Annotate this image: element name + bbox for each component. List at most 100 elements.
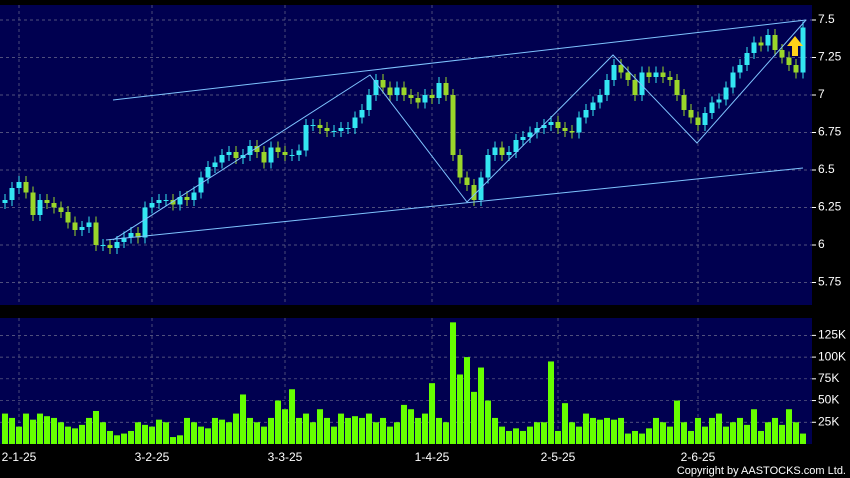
volume-bar [9,417,15,444]
candle-body [100,245,106,246]
candle-body [625,72,631,80]
volume-bar [569,422,575,444]
volume-bar [338,413,344,444]
volume-bar [275,400,281,444]
volume-bar [128,430,134,444]
volume-bar [744,424,750,444]
volume-bar [303,413,309,444]
volume-bar [93,410,99,444]
candle-body [16,182,22,188]
y-tick-label: 6.5 [818,162,835,176]
volume-bar [387,426,393,444]
volume-bar [268,417,274,444]
x-tick-label: 2-5-25 [541,450,576,464]
y-tick-label: 100K [818,349,846,363]
y-tick-label: 7.25 [818,50,842,64]
volume-bar [289,389,295,444]
candle-body [765,35,771,46]
candle-body [723,87,729,100]
candle-body [429,95,435,98]
volume-bar [737,417,743,444]
candle-body [695,117,701,125]
copyright: Copyright by AASTOCKS.com Ltd. [677,465,846,477]
candle-body [9,188,15,200]
volume-bar [527,426,533,444]
volume-bar [296,417,302,444]
volume-bar [590,417,596,444]
volume-bar [751,409,757,444]
volume-bar [219,419,225,444]
candle-body [499,147,505,155]
candle-body [282,152,288,155]
volume-bar [499,426,505,444]
candle-body [408,95,414,98]
candle-body [534,128,540,133]
candle-body [366,95,372,110]
volume-bar [562,403,568,444]
candle-body [646,72,652,77]
y-tick-label: 7 [818,87,825,101]
candle-body [30,192,36,215]
candle-body [443,83,449,95]
candle-body [289,155,295,156]
x-tick-label: 3-3-25 [268,450,303,464]
candle-body [198,177,204,193]
volume-bar [513,428,519,444]
candle-body [520,137,526,140]
candle-body [541,125,547,128]
volume-bar [730,422,736,444]
volume-bar [65,426,71,444]
candle-body [380,80,386,88]
volume-bar [282,409,288,444]
volume-bar [639,433,645,444]
candle-body [191,192,197,200]
volume-bar [758,430,764,444]
candle-body [261,152,267,163]
candle-body [562,128,568,131]
volume-bar [212,417,218,444]
volume-bar [254,422,260,444]
candle-body [674,80,680,95]
volume-bar [555,430,561,444]
x-tick-label: 3-2-25 [135,450,170,464]
candle-body [492,147,498,155]
volume-bar [37,413,43,444]
volume-bar [597,419,603,444]
volume-bar [457,374,463,444]
volume-bar [51,417,57,444]
volume-bar [331,426,337,444]
candle-body [205,167,211,178]
candle-body [303,125,309,151]
volume-bar [625,433,631,444]
candle-body [597,95,603,103]
candle-body [121,237,127,242]
volume-bar [114,435,120,444]
candle-body [786,57,792,65]
candle-body [415,98,421,103]
y-tick-label: 6.25 [818,200,842,214]
candle-body [709,102,715,113]
candle-body [79,227,85,230]
candle-body [338,128,344,131]
volume-bar [191,422,197,444]
volume-bar [310,422,316,444]
candle-body [212,162,218,167]
volume-bar [142,424,148,444]
volume-bar [226,422,232,444]
candle-body [702,113,708,125]
candle-body [233,152,239,158]
candle-body [632,80,638,95]
volume-bar [177,435,183,444]
trend-lines [105,19,807,241]
volume-bar [198,426,204,444]
y-tick-label: 75K [818,371,839,385]
volume-bar [401,404,407,444]
candle-body [114,242,120,248]
candle-body [135,233,141,238]
volume-bar [86,417,92,444]
candle-body [422,95,428,103]
volume-bar [583,413,589,444]
candle-body [548,122,554,125]
volume-bar [352,416,358,444]
